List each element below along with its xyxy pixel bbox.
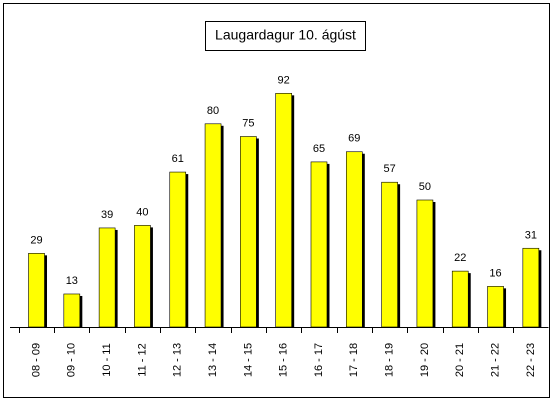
bar bbox=[28, 253, 45, 328]
x-tick-label: 14 - 15 bbox=[242, 343, 254, 377]
value-label: 69 bbox=[348, 133, 360, 145]
value-label: 40 bbox=[136, 206, 148, 218]
x-tick-label: 09 - 10 bbox=[66, 343, 78, 377]
bar bbox=[169, 171, 187, 328]
x-tick-label: 19 - 20 bbox=[419, 343, 431, 377]
bar bbox=[522, 247, 540, 328]
bar bbox=[487, 286, 504, 328]
x-tick-label: 08 - 09 bbox=[30, 343, 42, 377]
title-box bbox=[205, 21, 366, 51]
bar bbox=[98, 227, 116, 328]
value-label: 16 bbox=[489, 267, 501, 279]
bar bbox=[345, 151, 363, 328]
value-label: 92 bbox=[278, 74, 290, 86]
value-label: 50 bbox=[419, 181, 431, 193]
bar bbox=[240, 136, 257, 328]
value-label: 31 bbox=[525, 229, 537, 241]
bar bbox=[63, 293, 81, 328]
value-label: 29 bbox=[30, 234, 42, 246]
value-label: 22 bbox=[454, 252, 466, 264]
bar bbox=[310, 161, 328, 328]
value-label: 75 bbox=[242, 118, 254, 130]
value-label: 80 bbox=[207, 105, 219, 117]
value-label: 65 bbox=[313, 143, 325, 155]
x-tick-label: 16 - 17 bbox=[313, 343, 325, 377]
bar bbox=[204, 123, 222, 328]
x-tick-label: 18 - 19 bbox=[384, 343, 396, 377]
bar bbox=[416, 199, 434, 328]
bar bbox=[134, 225, 151, 328]
bar bbox=[275, 93, 292, 328]
x-tick-label: 13 - 14 bbox=[207, 343, 219, 377]
x-tick-label: 22 - 23 bbox=[525, 343, 537, 377]
x-tick-label: 17 - 18 bbox=[348, 343, 360, 377]
x-tick-label: 10 - 11 bbox=[101, 343, 113, 376]
x-tick-label: 20 - 21 bbox=[454, 343, 466, 377]
x-tick-label: 12 - 13 bbox=[172, 343, 184, 377]
x-tick-label: 15 - 16 bbox=[278, 343, 290, 377]
chart-title: Laugardagur 10. ágúst bbox=[215, 27, 356, 43]
bar bbox=[451, 270, 469, 328]
bar bbox=[381, 181, 398, 328]
value-label: 57 bbox=[383, 163, 395, 175]
value-label: 13 bbox=[66, 275, 78, 287]
value-label: 39 bbox=[101, 209, 113, 221]
value-label: 61 bbox=[172, 153, 184, 165]
x-tick-label: 21 - 22 bbox=[489, 343, 501, 377]
x-tick-label: 11 - 12 bbox=[136, 343, 148, 376]
